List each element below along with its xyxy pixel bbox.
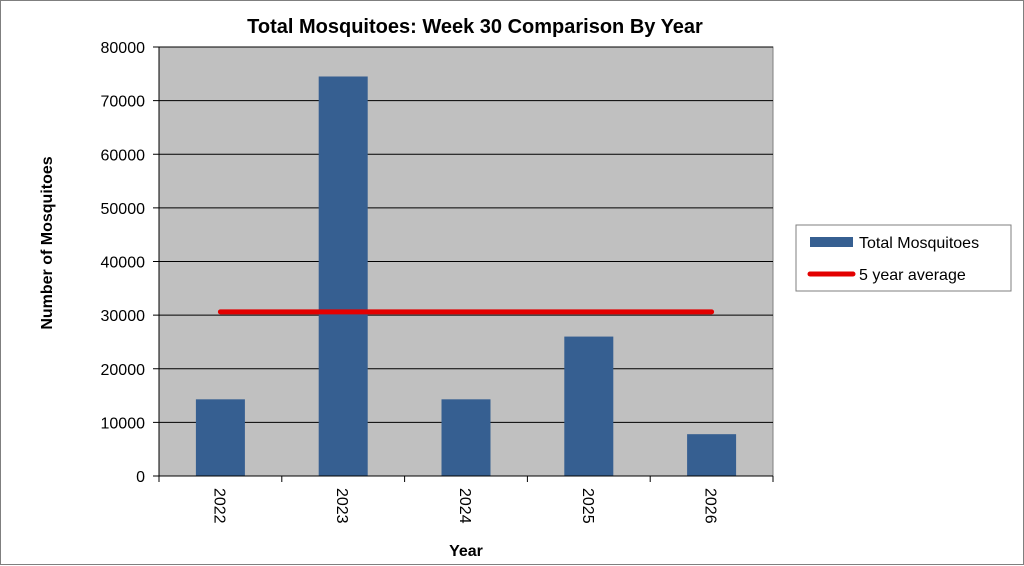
x-tick-label: 2024 — [456, 488, 473, 524]
bar-2023 — [318, 76, 368, 477]
y-tick-label: 60000 — [101, 147, 146, 164]
legend-swatch-total-mosquitoes — [810, 237, 853, 247]
x-axis-tick-labels: 2022 2023 2024 2025 2026 — [158, 476, 774, 524]
bar-2022 — [195, 399, 245, 476]
x-axis-title: Year — [449, 543, 483, 560]
y-tick-label: 70000 — [101, 94, 146, 111]
bars — [195, 76, 737, 477]
y-tick-label: 20000 — [101, 362, 146, 379]
x-tick-label: 2025 — [579, 488, 596, 524]
legend-label-total-mosquitoes: Total Mosquitoes — [859, 235, 979, 252]
y-tick-label: 50000 — [101, 201, 146, 218]
y-axis-title: Number of Mosquitoes — [39, 156, 56, 329]
y-tick-label: 80000 — [101, 40, 146, 57]
gridlines — [159, 46, 773, 423]
x-tick-label: 2026 — [702, 488, 719, 524]
y-tick-label: 40000 — [101, 255, 146, 272]
legend-box — [795, 224, 1012, 292]
y-tick-label: 30000 — [101, 308, 146, 325]
y-tick-label: 10000 — [101, 415, 146, 432]
bar-2024 — [441, 399, 491, 476]
legend: Total Mosquitoes 5 year average — [795, 224, 1012, 292]
x-tick-label: 2022 — [210, 488, 227, 524]
legend-label-5-year-average: 5 year average — [859, 267, 966, 284]
bar-2025 — [564, 336, 614, 476]
bar-2026 — [687, 434, 737, 476]
chart-title: Total Mosquitoes: Week 30 Comparison By … — [247, 16, 703, 38]
x-tick-label: 2023 — [333, 488, 350, 524]
y-axis-tick-labels: 0 10000 20000 30000 40000 50000 60000 70000 8000… — [101, 40, 159, 486]
y-tick-label: 0 — [136, 469, 145, 486]
